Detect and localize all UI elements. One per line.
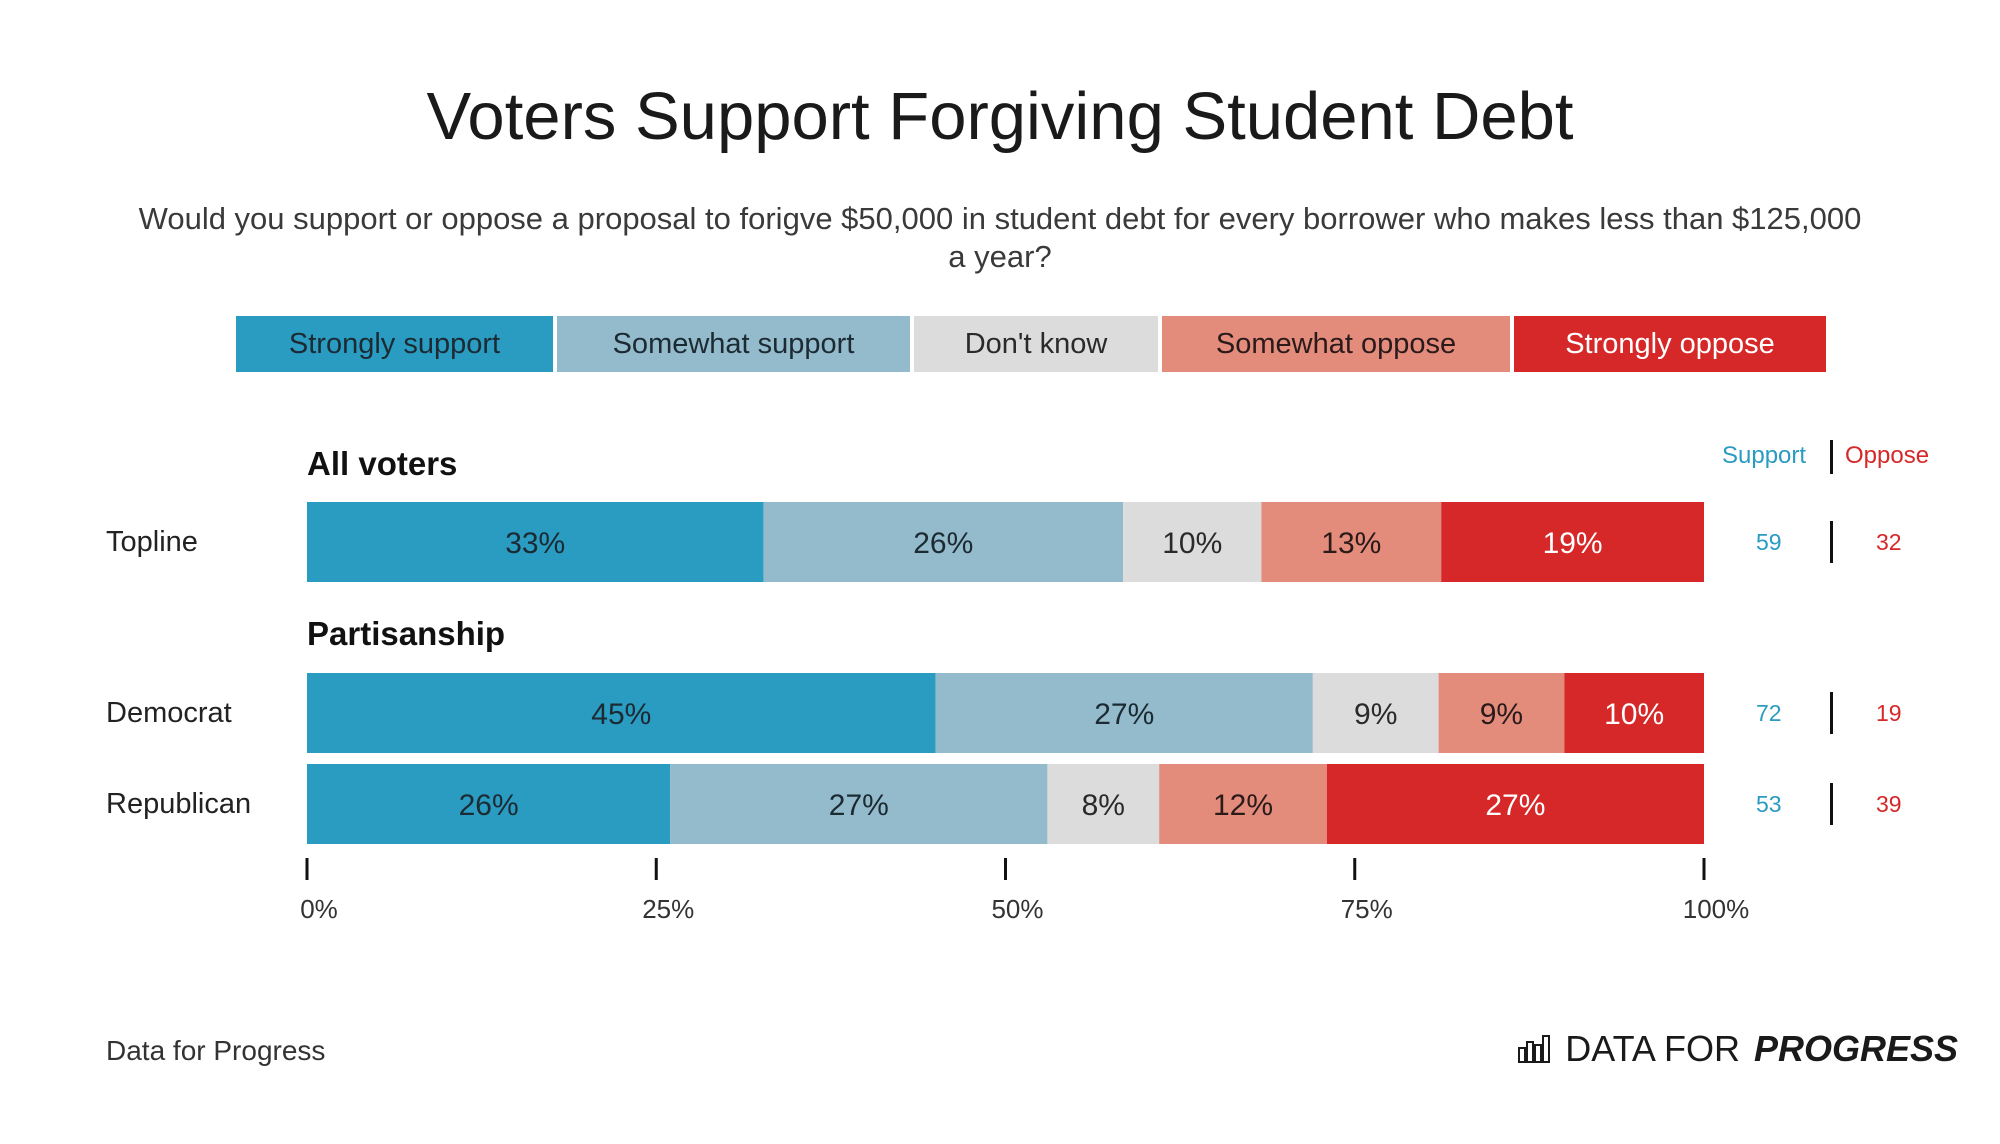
support-column-header: Support [1722, 442, 1807, 469]
support-total-democrat: 72 [1756, 700, 1782, 726]
support-total-topline: 59 [1756, 529, 1782, 555]
brand-text-light: DATA FOR [1565, 1028, 1740, 1069]
total-separator-democrat [1830, 692, 1833, 734]
x-tick-label-100: 100% [1683, 894, 1750, 924]
oppose-total-democrat: 19 [1876, 700, 1902, 726]
bar-topline-somewhat-oppose [1261, 502, 1442, 582]
group-label-all-voters: All voters [307, 445, 458, 482]
legend: Strongly support Somewhat support Don't … [236, 316, 1826, 372]
data-label-topline-somewhat-oppose: 13% [1321, 527, 1381, 560]
data-label-democrat-somewhat-oppose: 9% [1480, 698, 1523, 731]
bar-topline-somewhat-support [763, 502, 1124, 582]
bar-republican-somewhat-support [670, 764, 1048, 844]
legend-somewhat-oppose: Somewhat oppose [1162, 316, 1510, 372]
legend-dont-know: Don't know [914, 316, 1158, 372]
data-label-republican-somewhat-support: 27% [829, 789, 889, 822]
data-label-republican-strongly-oppose: 27% [1485, 789, 1545, 822]
data-label-topline-don-t-know: 10% [1162, 527, 1222, 560]
x-tick-label-0: 0% [300, 894, 338, 924]
support-total-republican: 53 [1756, 791, 1782, 817]
data-label-republican-somewhat-oppose: 12% [1213, 789, 1273, 822]
data-label-democrat-strongly-support: 45% [591, 698, 651, 731]
data-label-topline-somewhat-support: 26% [913, 527, 973, 560]
row-label-democrat: Democrat [106, 697, 232, 729]
legend-strongly-support: Strongly support [236, 316, 553, 372]
bar-republican-somewhat-oppose [1159, 764, 1327, 844]
oppose-column-header: Oppose [1845, 442, 1930, 469]
bar-topline-strongly-oppose [1441, 502, 1704, 582]
bar-republican-strongly-oppose [1326, 764, 1704, 844]
x-tick-label-75: 75% [1341, 894, 1393, 924]
brand-logo: DATA FOR PROGRESS [1517, 1028, 1958, 1070]
data-label-topline-strongly-oppose: 19% [1543, 527, 1603, 560]
data-label-republican-strongly-support: 26% [459, 789, 519, 822]
group-label-partisanship: Partisanship [307, 615, 506, 652]
bar-democrat-strongly-oppose [1564, 673, 1704, 753]
chart-subtitle: Would you support or oppose a proposal t… [138, 201, 1862, 274]
row-label-republican: Republican [106, 788, 252, 820]
bar-republican-strongly-support [307, 764, 671, 844]
total-separator-topline [1830, 521, 1833, 563]
total-separator-republican [1830, 783, 1833, 825]
bar-republican-don-t-know [1047, 764, 1160, 844]
column-header-separator [1830, 440, 1833, 474]
bar-democrat-strongly-support [307, 673, 936, 753]
legend-somewhat-support: Somewhat support [557, 316, 910, 372]
data-label-democrat-strongly-oppose: 10% [1604, 698, 1664, 731]
data-label-republican-don-t-know: 8% [1082, 789, 1125, 822]
data-label-democrat-don-t-know: 9% [1354, 698, 1397, 731]
data-label-topline-strongly-support: 33% [505, 527, 565, 560]
bar-democrat-somewhat-oppose [1438, 673, 1565, 753]
brand-text-bold: PROGRESS [1753, 1028, 1958, 1069]
oppose-total-topline: 32 [1876, 529, 1902, 555]
bar-democrat-somewhat-support [935, 673, 1313, 753]
bar-topline-strongly-support [307, 502, 764, 582]
chart-title: Voters Support Forgiving Student Debt [426, 79, 1574, 154]
x-tick-label-50: 50% [991, 894, 1043, 924]
data-label-democrat-somewhat-support: 27% [1094, 698, 1154, 731]
oppose-total-republican: 39 [1876, 791, 1902, 817]
source-note: Data for Progress [106, 1035, 326, 1066]
x-tick-label-25: 25% [642, 894, 694, 924]
bar-democrat-don-t-know [1312, 673, 1439, 753]
bar-chart-icon [1518, 1035, 1551, 1063]
row-label-topline: Topline [106, 526, 198, 558]
legend-strongly-oppose: Strongly oppose [1514, 316, 1826, 372]
bar-topline-don-t-know [1123, 502, 1262, 582]
